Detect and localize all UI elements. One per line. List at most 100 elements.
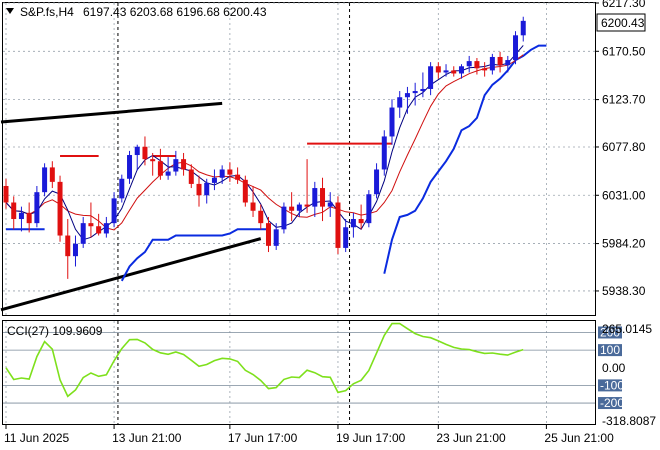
candle-body	[312, 188, 318, 207]
candle-body	[466, 61, 472, 67]
price-axis-label: 6077.80	[602, 140, 646, 154]
candle-body	[242, 179, 248, 203]
candlestick-series	[3, 16, 526, 279]
candle-body	[142, 146, 148, 160]
cci-indicator-label: CCI(27) 109.9609	[7, 324, 103, 338]
cci-level-box	[598, 326, 622, 339]
candle-body	[134, 146, 140, 156]
candle-body	[482, 68, 488, 71]
candle-body	[188, 169, 194, 184]
ohlc-values: 6197.43 6203.68 6196.68 6200.43	[83, 5, 267, 19]
candle-body	[173, 159, 179, 172]
candle-body	[26, 212, 32, 224]
fast-moving-average	[5, 45, 524, 241]
last-price-tag	[596, 13, 646, 32]
cci-level-label: -200	[600, 396, 624, 410]
candle-body	[72, 243, 78, 257]
slow-moving-average	[5, 54, 524, 231]
cci-level-box	[598, 397, 622, 410]
candle-body	[127, 155, 133, 179]
price-axis-label: 6170.50	[602, 44, 646, 58]
candle-body	[219, 169, 225, 178]
candle-body	[505, 60, 511, 66]
axis-labels: 6217.30 6170.50 6123.70 6077.80 6031.00 5984.…	[4, 0, 646, 445]
candle-body	[374, 169, 380, 195]
candle-body	[389, 107, 395, 137]
candle-body	[281, 206, 287, 230]
candle-body	[443, 70, 449, 73]
candle-body	[181, 159, 187, 170]
candle-body	[520, 20, 526, 36]
candle-body	[428, 66, 434, 89]
candle-body	[358, 219, 364, 224]
price-axis-label: 5984.20	[602, 237, 646, 251]
grid-lines	[3, 2, 595, 424]
candle-body	[404, 93, 410, 98]
cci-axis-label: -318.8087	[602, 414, 656, 428]
x-axis-label: 25 Jun 21:00	[544, 431, 614, 445]
candle-body	[497, 56, 503, 66]
cci-axis-label: 265.0145	[602, 322, 652, 336]
price-panel-frame	[2, 2, 596, 316]
cci-level-label: -100	[600, 378, 624, 392]
trendline	[0, 237, 262, 312]
trendline	[0, 101, 223, 124]
candle-body	[250, 202, 256, 211]
candle-body	[350, 219, 356, 228]
overlay-lines	[0, 44, 547, 312]
candle-body	[381, 136, 387, 170]
candle-body	[18, 212, 24, 220]
indicator-panel-frame	[2, 320, 596, 425]
candle-body	[335, 202, 341, 248]
cci-panel: 200 100 -100 -200 265.0145 0.00 -318.8087	[3, 322, 656, 428]
cci-level-label: 200	[600, 325, 620, 339]
price-axis-label: 6031.00	[602, 188, 646, 202]
candle-body	[88, 223, 94, 227]
candle-body	[235, 174, 241, 180]
candle-body	[157, 161, 163, 176]
stop-line	[120, 228, 269, 282]
candle-body	[366, 194, 372, 224]
chart-dropdown-icon[interactable]	[6, 8, 14, 14]
candle-body	[320, 188, 326, 207]
candle-body	[258, 210, 264, 224]
candle-body	[165, 171, 171, 176]
candle-body	[489, 56, 495, 71]
price-axis-label: 5938.30	[602, 284, 646, 298]
candle-body	[458, 66, 464, 74]
candle-body	[3, 185, 9, 203]
candle-body	[420, 88, 426, 92]
candle-body	[57, 181, 63, 236]
candle-body	[211, 177, 217, 183]
candle-body	[304, 204, 310, 207]
candle-body	[65, 235, 71, 257]
x-axis-label: 11 Jun 2025	[4, 431, 69, 445]
x-axis-label: 23 Jun 21:00	[436, 431, 506, 445]
candle-body	[474, 61, 480, 69]
candle-body	[343, 227, 349, 248]
candle-body	[296, 204, 302, 211]
price-axis-label: 6217.30	[602, 0, 646, 10]
candle-body	[435, 66, 441, 73]
candle-body	[11, 202, 17, 220]
cci-line	[5, 322, 524, 398]
cci-level-label: 100	[600, 343, 620, 357]
candle-body	[265, 223, 271, 246]
candle-body	[451, 70, 457, 74]
candle-body	[204, 182, 210, 196]
candle-body	[397, 97, 403, 108]
candle-body	[49, 167, 55, 182]
symbol-label: S&P.fs,H4	[20, 5, 74, 19]
candle-body	[412, 91, 418, 94]
candle-body	[513, 35, 519, 61]
candle-body	[273, 229, 279, 246]
candle-body	[34, 192, 40, 224]
price-axis-label: 6123.70	[602, 93, 646, 107]
cci-level-box	[598, 379, 622, 392]
candle-body	[150, 159, 156, 162]
x-axis-label: 19 Jun 17:00	[336, 431, 406, 445]
candle-body	[119, 178, 125, 199]
x-axis-label: 17 Jun 17:00	[228, 431, 298, 445]
candle-body	[196, 183, 202, 196]
